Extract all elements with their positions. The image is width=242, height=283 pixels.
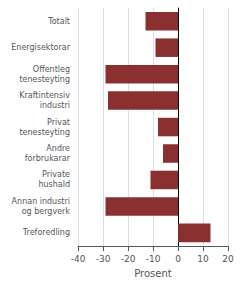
svg-text:-30: -30: [96, 254, 111, 264]
svg-text:10: 10: [197, 254, 209, 264]
svg-text:-10: -10: [146, 254, 161, 264]
svg-text:-20: -20: [121, 254, 136, 264]
svg-text:forbrukarar: forbrukarar: [25, 154, 71, 163]
svg-text:-40: -40: [71, 254, 86, 264]
svg-text:Treforedling: Treforedling: [22, 228, 70, 237]
svg-text:Annan industri: Annan industri: [12, 197, 70, 206]
svg-text:industri: industri: [40, 101, 70, 110]
svg-text:20: 20: [222, 254, 234, 264]
svg-text:Privat: Privat: [47, 118, 70, 127]
svg-text:Prosent: Prosent: [134, 268, 172, 279]
svg-text:Kraftintensiv: Kraftintensiv: [19, 91, 70, 100]
svg-text:Andre: Andre: [46, 144, 70, 153]
svg-text:Private: Private: [42, 170, 70, 179]
svg-text:hushald: hushald: [38, 180, 70, 189]
svg-text:0: 0: [175, 254, 181, 264]
svg-text:tenesteyting: tenesteyting: [19, 75, 70, 84]
svg-text:Totalt: Totalt: [47, 17, 70, 26]
svg-text:tenesteyting: tenesteyting: [19, 128, 70, 137]
svg-text:og bergverk: og bergverk: [22, 207, 71, 216]
svg-text:Energisektorar: Energisektorar: [11, 43, 70, 52]
svg-text:Offentleg: Offentleg: [33, 65, 70, 74]
